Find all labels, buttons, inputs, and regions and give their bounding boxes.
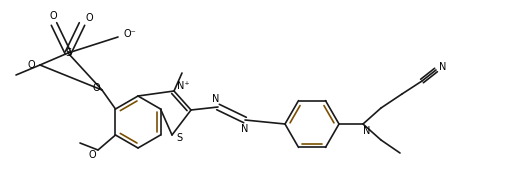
Text: N: N	[241, 124, 249, 134]
Text: O: O	[88, 150, 96, 160]
Text: O: O	[27, 60, 35, 70]
Text: O: O	[92, 83, 100, 93]
Text: N: N	[363, 126, 370, 136]
Text: O⁻: O⁻	[123, 29, 136, 39]
Text: S: S	[65, 48, 71, 58]
Text: O: O	[85, 13, 93, 23]
Text: S: S	[176, 133, 182, 143]
Text: N⁺: N⁺	[176, 81, 189, 91]
Text: O: O	[49, 11, 57, 21]
Text: N: N	[439, 62, 447, 72]
Text: N: N	[213, 94, 220, 104]
